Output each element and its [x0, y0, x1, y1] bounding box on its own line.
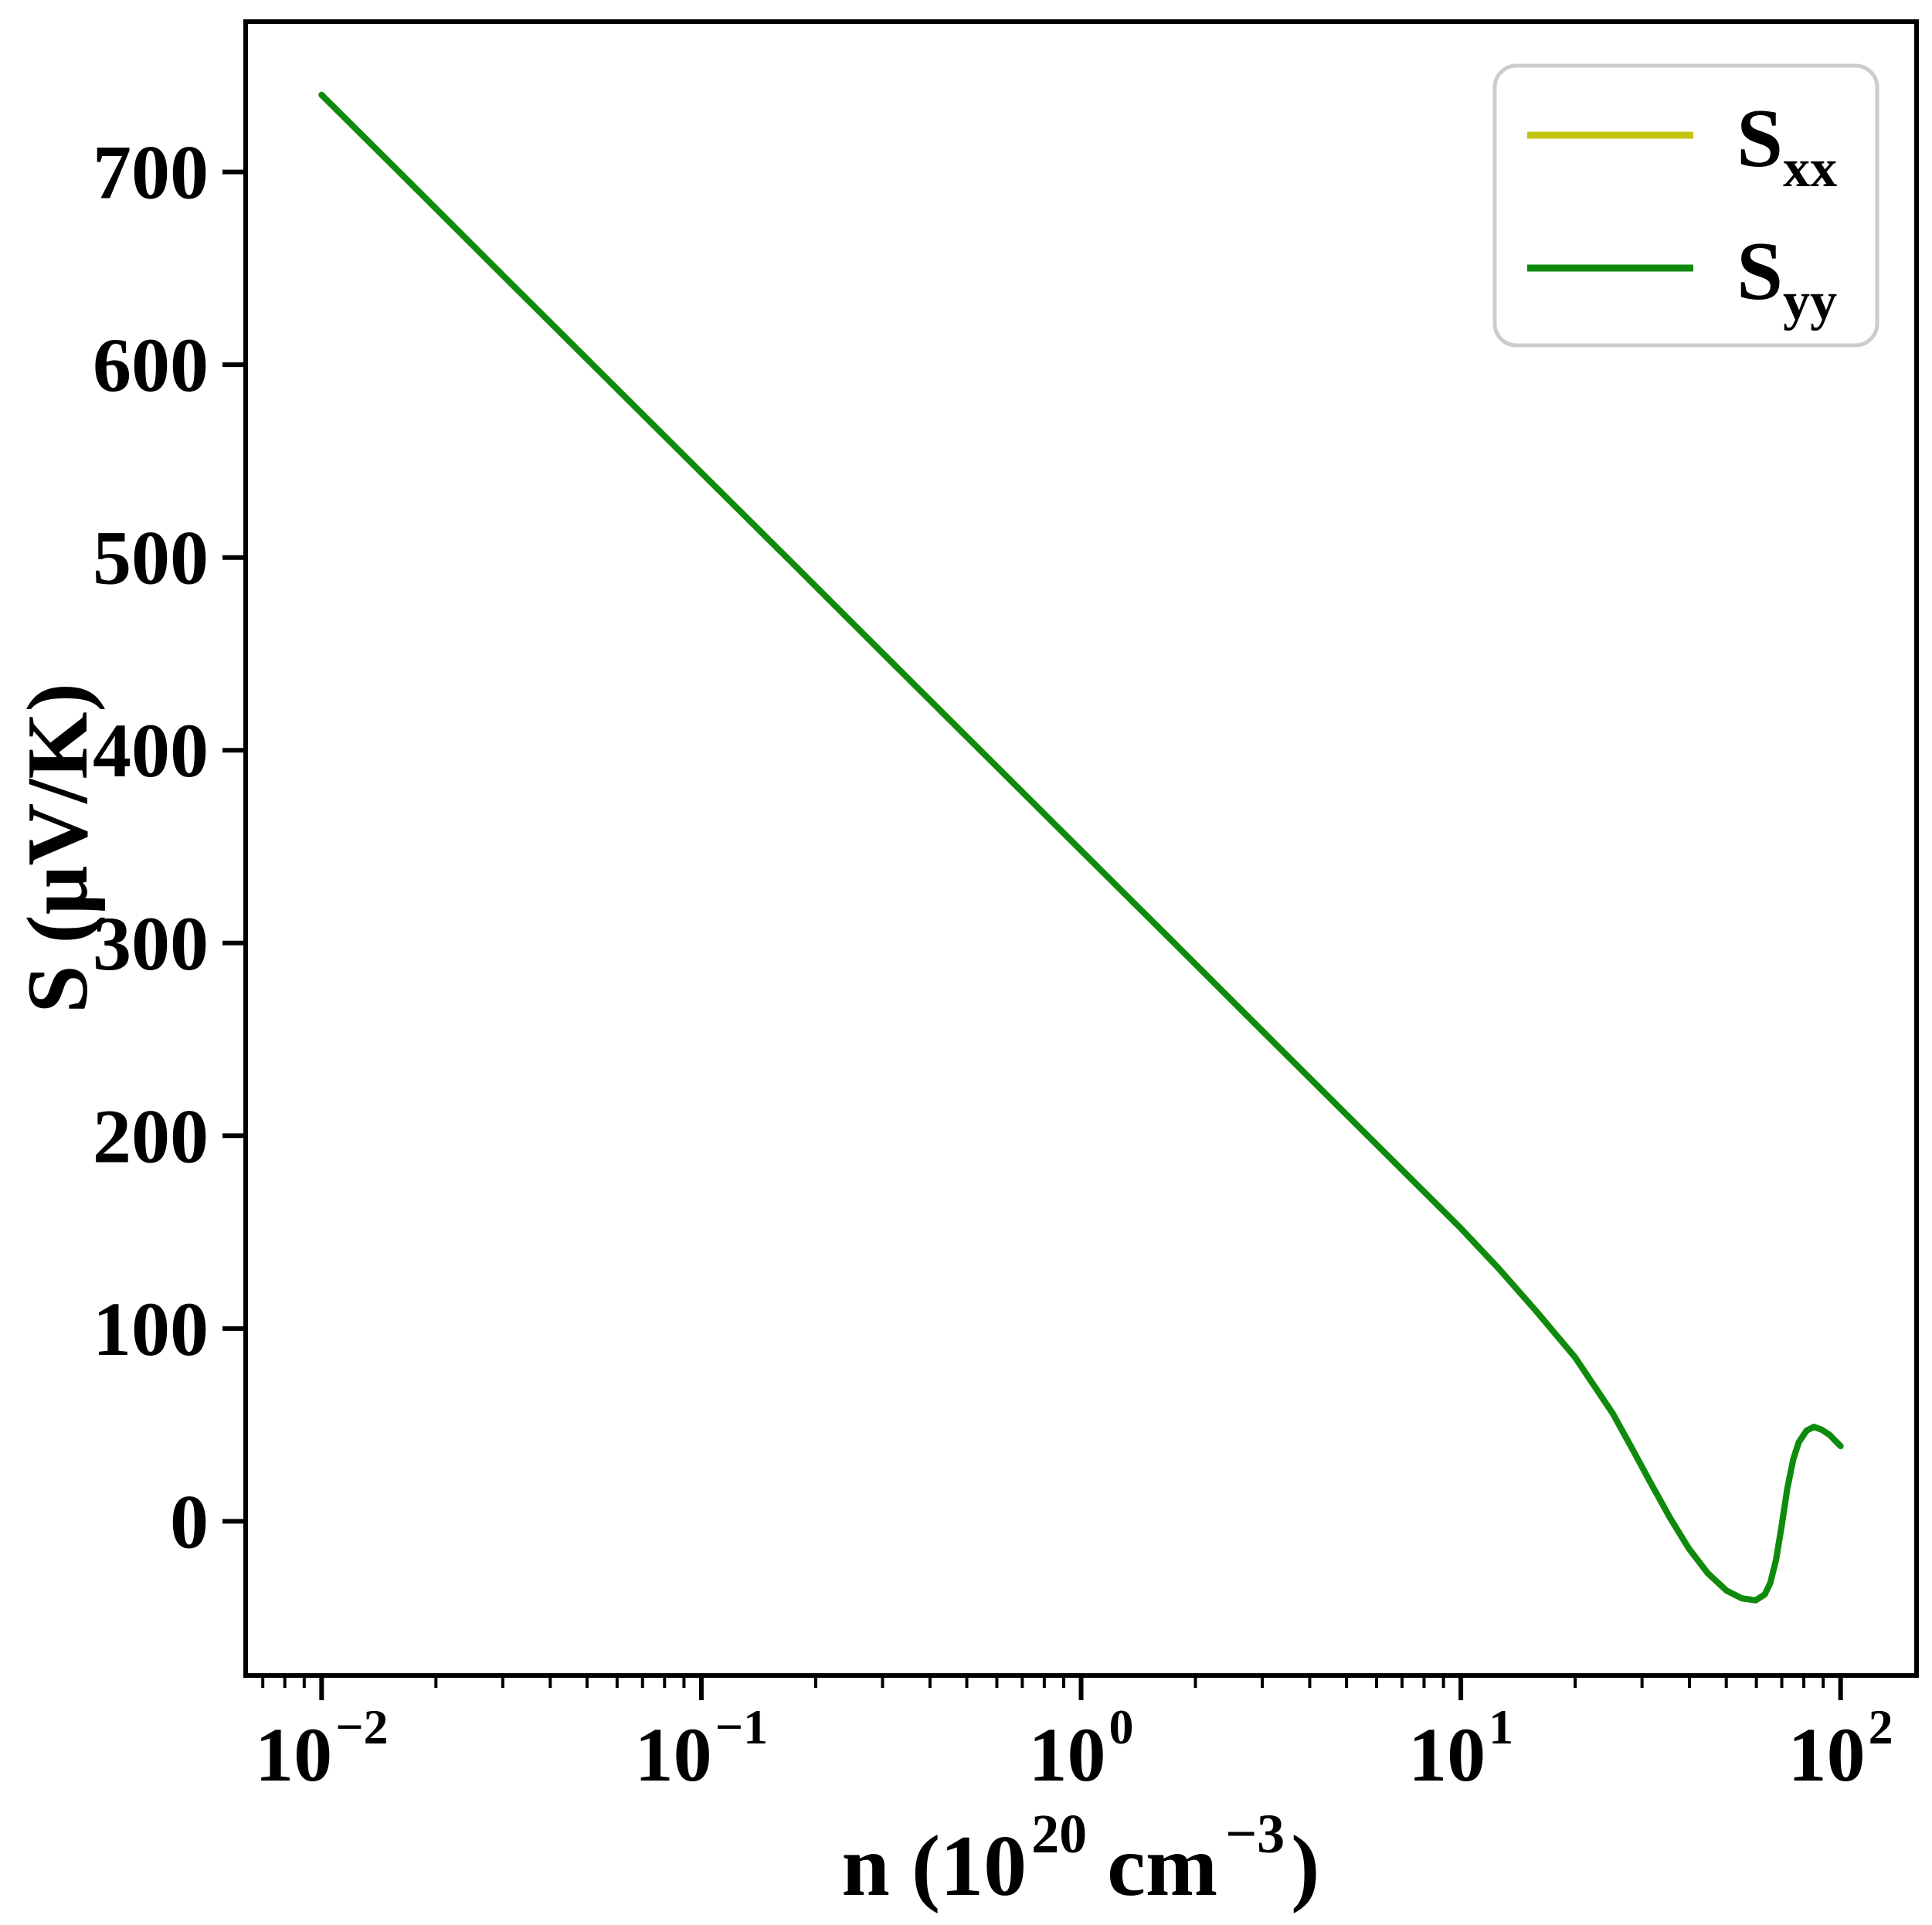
- x-tick-label: 10−2: [255, 1699, 388, 1798]
- y-tick-label: 700: [93, 130, 209, 216]
- y-axis-tick-labels: 0 100 200 300 400 500 600 700: [93, 130, 209, 1565]
- x-axis-tick-labels: 10−2 10−1 100 101 102: [255, 1699, 1893, 1798]
- x-axis-major-ticks: [319, 1675, 1843, 1700]
- y-tick-label: 300: [93, 901, 209, 986]
- x-tick-label: 10−1: [635, 1699, 768, 1798]
- y-tick-label: 500: [93, 515, 209, 601]
- y-tick-label: 400: [93, 708, 209, 793]
- y-axis-label: S (μV/K): [10, 683, 106, 1013]
- x-axis-minor-ticks: [261, 1675, 1825, 1688]
- x-tick-label: 102: [1788, 1699, 1893, 1798]
- y-tick-label: 0: [170, 1479, 209, 1564]
- legend-label-syy: Syy: [1737, 226, 1837, 331]
- x-axis-label: n (1020 cm −3): [842, 1803, 1320, 1914]
- legend: Sxx Syy: [1492, 63, 1879, 348]
- x-tick-label: 100: [1029, 1699, 1134, 1798]
- y-tick-label: 200: [93, 1093, 209, 1179]
- y-axis-major-ticks: [222, 169, 246, 1524]
- y-tick-label: 100: [93, 1286, 209, 1372]
- data-series-group: [318, 91, 1844, 1604]
- y-tick-label: 600: [93, 322, 209, 408]
- legend-label-sxx: Sxx: [1737, 93, 1837, 199]
- x-tick-label: 101: [1408, 1699, 1513, 1798]
- series-syy-line: [318, 91, 1844, 1604]
